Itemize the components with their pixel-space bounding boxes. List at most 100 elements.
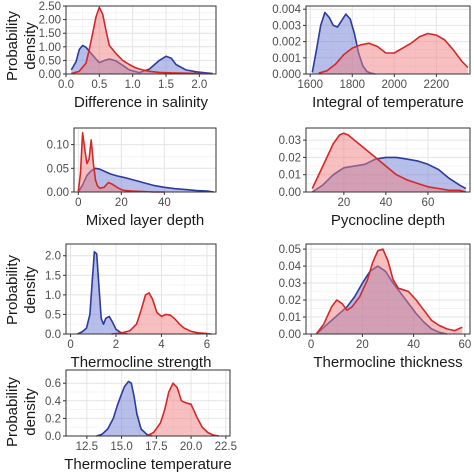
y-tick-label: 2.0	[45, 251, 61, 263]
x-axis-title: Thermocline thickness	[313, 354, 462, 371]
density-line-blue	[96, 380, 153, 437]
x-axis-title: Thermocline temperature	[64, 456, 232, 473]
panel-border	[65, 369, 231, 437]
x-tick-label: 4	[158, 339, 165, 351]
y-tick-label: 0.002	[272, 37, 301, 49]
panel-border	[65, 243, 217, 335]
density-line-blue	[77, 251, 128, 335]
y-tick-label: 0.00	[279, 329, 301, 341]
panel-thermocline-temperature: 12.5 15.0 17.5 20.0 22.5 0.0 0.2 0.4 0.6 Thermocl…	[45, 369, 237, 473]
density-line-red	[318, 32, 469, 74]
y-tick-label: 0.05	[279, 244, 301, 256]
x-tick-label: 2	[113, 339, 119, 351]
density-area-red	[71, 7, 206, 74]
x-tick-label: 12.5	[76, 441, 98, 453]
x-tick-label: 15.0	[110, 441, 132, 453]
x-tick-label: 0	[67, 339, 73, 351]
x-axis-title: Difference in salinity	[74, 94, 208, 111]
y-tick-label: 0.0	[45, 431, 61, 443]
x-tick-label: 0	[75, 197, 81, 209]
y-axis-label-row3-line1: Probability	[4, 254, 21, 325]
x-tick-label: 0.0	[58, 79, 74, 91]
y-tick-label: 0.02	[279, 152, 301, 164]
panel-thermocline-thickness: 0 20 40 60 0.00 0.01 0.02 0.03 0.04 0.05 Thermocli…	[279, 243, 471, 371]
panel-border	[73, 127, 217, 193]
x-tick-label: 40	[158, 197, 171, 209]
density-line-red	[311, 132, 467, 193]
y-tick-label: 1.0	[45, 290, 61, 302]
y-axis-label-row4-line1: Probability	[4, 376, 21, 447]
x-tick-label: 20.0	[180, 441, 202, 453]
y-tick-label: 0.03	[279, 278, 301, 290]
x-axis-title: Mixed layer depth	[86, 212, 204, 229]
x-tick-label: 1.5	[158, 79, 174, 91]
y-tick-label: 0.10	[47, 140, 69, 152]
x-tick-label: 60	[422, 197, 435, 209]
y-tick-label: 0.0	[45, 329, 61, 341]
density-area-red	[111, 292, 212, 334]
x-tick-label: 1.0	[125, 79, 141, 91]
density-area-red	[312, 133, 466, 192]
x-tick-label: 22.5	[215, 441, 237, 453]
y-tick-label: 0.000	[272, 69, 301, 81]
x-axis-title: Pycnocline depth	[331, 212, 445, 229]
y-tick-label: 0.2	[45, 413, 61, 425]
panel-border	[305, 127, 471, 193]
y-tick-label: 1.5	[45, 270, 61, 282]
y-tick-label: 1.50	[39, 28, 61, 40]
x-tick-label: 20	[337, 197, 350, 209]
x-tick-label: 20	[356, 339, 369, 351]
x-tick-label: 1600	[297, 79, 323, 91]
x-tick-label: 6	[204, 339, 210, 351]
density-line-red	[71, 6, 206, 75]
density-line-red	[77, 131, 165, 193]
y-tick-label: 0.5	[45, 309, 61, 321]
y-tick-label: 0.03	[279, 135, 301, 147]
panel-mixed-layer-depth: 0 20 40 0.00 0.05 0.10 Mixed layer depth	[47, 127, 217, 229]
y-axis-label-row1-line1: Probability	[4, 10, 21, 81]
panel-difference-in-salinity: 0.0 0.5 1.0 1.5 2.0 0.00 0.501.00 1.502.00 2.50 D…	[39, 1, 217, 111]
y-tick-label: 0.003	[272, 20, 301, 32]
x-tick-label: 0.5	[91, 79, 107, 91]
y-tick-label: 0.001	[272, 53, 301, 65]
y-tick-label: 1.00	[39, 42, 61, 54]
x-tick-label: 2.0	[191, 79, 207, 91]
y-tick-label: 0.00	[47, 187, 69, 199]
panel-border	[305, 243, 471, 335]
y-tick-label: 0.4	[45, 396, 62, 408]
y-tick-label: 0.01	[279, 170, 301, 182]
density-line-red	[315, 248, 463, 335]
y-tick-label: 0.004	[272, 4, 301, 16]
panel-pycnocline-depth: 20 40 60 0.00 0.01 0.02 0.03 Pycnocline depth	[279, 127, 471, 229]
y-tick-label: 0.00	[279, 187, 301, 199]
density-area-blue	[96, 381, 153, 436]
density-line-red	[111, 292, 212, 335]
x-axis-title: Integral of temperature	[312, 94, 464, 111]
panel-integral-of-temperature: 1600 1800 2000 2200 0.000 0.001 0.002 0.003 0.00…	[272, 4, 471, 111]
y-tick-label: 0.02	[279, 295, 301, 307]
x-tick-label: 17.5	[145, 441, 167, 453]
y-axis-label-row3-line2: density	[22, 266, 39, 314]
panel-thermocline-strength: 0 2 4 6 0.0 0.5 1.0 1.5 2.0 Thermocline strength	[45, 243, 217, 371]
y-axis-label-row4-line2: density	[22, 388, 39, 436]
y-tick-label: 2.00	[39, 15, 61, 27]
y-tick-label: 2.50	[39, 1, 61, 13]
density-area-red	[78, 132, 165, 192]
x-axis-title: Thermocline strength	[71, 354, 212, 371]
x-tick-label: 1800	[339, 79, 365, 91]
density-area-red	[146, 383, 219, 436]
x-tick-label: 40	[379, 197, 392, 209]
panel-border	[65, 5, 217, 75]
x-tick-label: 20	[115, 197, 128, 209]
density-line-red	[146, 382, 220, 437]
y-tick-label: 0.01	[279, 312, 301, 324]
plot-background	[66, 370, 230, 436]
y-tick-label: 0.00	[39, 69, 61, 81]
x-tick-label: 2000	[382, 79, 408, 91]
y-tick-label: 0.50	[39, 55, 61, 67]
y-tick-label: 0.6	[45, 378, 61, 390]
x-tick-label: 40	[407, 339, 420, 351]
y-tick-label: 0.04	[279, 261, 302, 273]
x-tick-label: 2200	[424, 79, 450, 91]
